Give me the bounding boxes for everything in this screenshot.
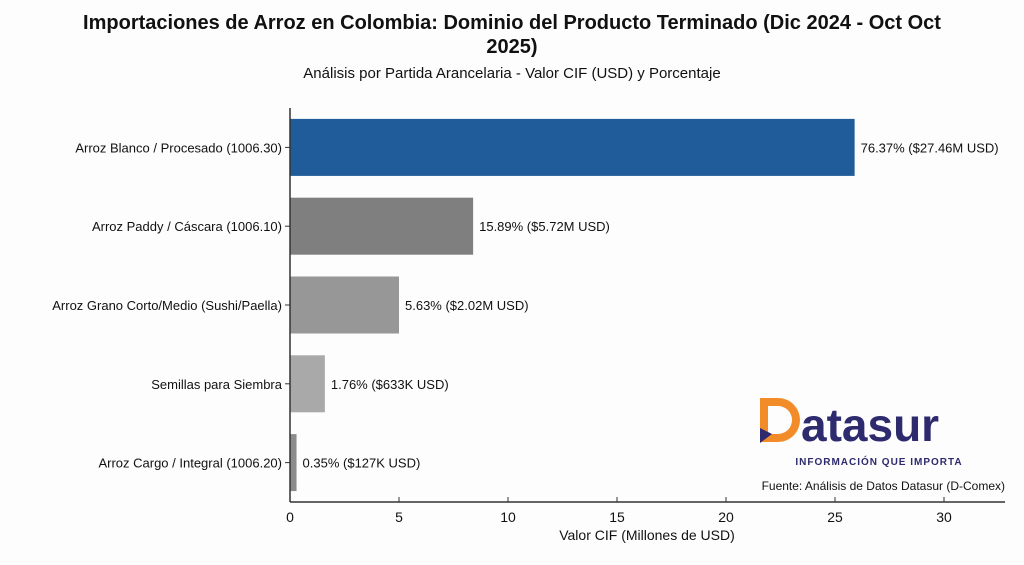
- data-label: 1.76% ($633K USD): [331, 377, 449, 392]
- data-label: 15.89% ($5.72M USD): [479, 219, 610, 234]
- x-tick-label: 25: [827, 509, 843, 525]
- bar: [290, 355, 325, 413]
- data-label: 76.37% ($27.46M USD): [861, 140, 999, 155]
- x-tick-label: 10: [500, 509, 516, 525]
- y-tick-label: Semillas para Siembra: [151, 377, 283, 392]
- bar: [290, 434, 297, 492]
- x-tick-label: 20: [718, 509, 734, 525]
- datasur-logo: atasur INFORMACIÓN QUE IMPORTA: [760, 398, 962, 468]
- y-tick-label: Arroz Paddy / Cáscara (1006.10): [92, 219, 282, 234]
- x-tick-label: 5: [395, 509, 403, 525]
- logo-d-mark: [760, 398, 800, 442]
- logo-tagline: INFORMACIÓN QUE IMPORTA: [795, 455, 962, 468]
- chart-title-line-1: Importaciones de Arroz en Colombia: Domi…: [83, 12, 941, 34]
- y-tick-label: Arroz Grano Corto/Medio (Sushi/Paella): [52, 298, 282, 313]
- logo-d-fold: [760, 428, 772, 443]
- x-axis-label: Valor CIF (Millones de USD): [559, 527, 735, 543]
- y-tick-label: Arroz Cargo / Integral (1006.20): [98, 456, 282, 471]
- x-tick-label: 0: [286, 509, 294, 525]
- data-label: 0.35% ($127K USD): [303, 456, 421, 471]
- x-tick-label: 30: [936, 509, 952, 525]
- bar: [290, 197, 474, 255]
- data-label: 5.63% ($2.02M USD): [405, 298, 529, 313]
- chart-title-line-2: 2025): [486, 36, 537, 58]
- bar: [290, 276, 399, 334]
- chart-subtitle: Análisis por Partida Arancelaria - Valor…: [303, 65, 720, 82]
- x-tick-label: 15: [609, 509, 625, 525]
- bar: [290, 118, 855, 176]
- logo-wordmark: atasur: [801, 399, 939, 451]
- source-annotation: Fuente: Análisis de Datos Datasur (D-Com…: [762, 479, 1005, 493]
- y-tick-label: Arroz Blanco / Procesado (1006.30): [75, 140, 282, 155]
